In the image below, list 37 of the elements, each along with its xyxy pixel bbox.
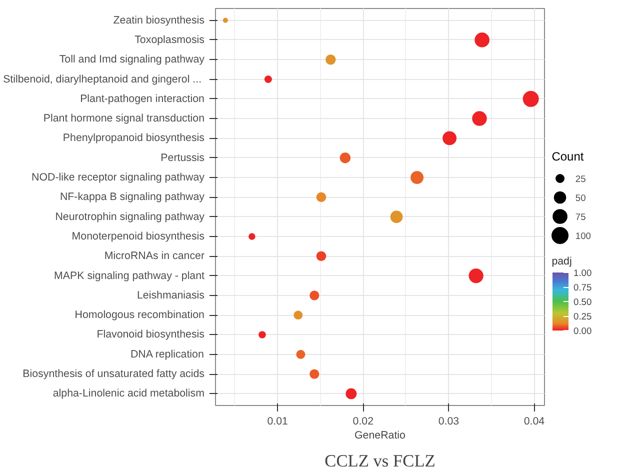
y-tick-label: Zeatin biosynthesis — [113, 14, 204, 26]
legend-title: Count — [552, 150, 584, 164]
color-bar-label: 0.00 — [574, 326, 592, 336]
y-tick-label: Monoterpenoid biosynthesis — [72, 230, 205, 242]
legend-label: 75 — [575, 212, 586, 222]
y-tick-label: Leishmaniasis — [136, 289, 205, 302]
y-tick-label: Toxoplasmosis — [134, 34, 205, 46]
y-tick-label: Toll and Imd signaling pathway — [59, 54, 206, 66]
text: CCLZ vs FCLZ — [324, 452, 436, 470]
y-tick-label: alpha-Linolenic acid metabolism — [52, 388, 205, 400]
color-bar-label: 1.00 — [574, 268, 592, 278]
x-axis-title: GeneRatio — [354, 430, 406, 442]
color-bar-label: 0.25 — [574, 312, 592, 322]
y-tick-label: Biosynthesis of unsaturated fatty acids — [22, 368, 205, 380]
y-tick-label: NF-kappa B signaling pathway — [60, 191, 206, 204]
y-tick-label: Neurotrophin signaling pathway — [55, 210, 206, 223]
x-tick-label: 0.02 — [352, 416, 374, 428]
y-tick-label: Stilbenoid, diarylheptanoid and gingerol ... — [3, 73, 202, 86]
x-tick-label: 0.04 — [524, 416, 545, 428]
y-tick-label: MAPK signaling pathway - plant — [54, 270, 205, 282]
y-tick-label: Homologous recombination — [74, 309, 205, 322]
y-tick-label: NOD-like receptor signaling pathway — [32, 172, 206, 184]
y-tick-label: Flavonoid biosynthesis — [96, 328, 205, 341]
y-tick-label: Phenylpropanoid biosynthesis — [62, 132, 205, 144]
y-tick-label: Pertussis — [160, 152, 205, 164]
y-tick-label: Plant-pathogen interaction — [80, 92, 205, 105]
color-bar-label: 0.50 — [574, 297, 592, 307]
legend-label: 100 — [575, 231, 591, 241]
y-tick-label: MicroRNAs in cancer — [104, 250, 205, 262]
y-tick-label: DNA replication — [130, 348, 204, 360]
y-tick-label: Plant hormone signal transduction — [43, 112, 205, 125]
x-tick-label: 0.01 — [267, 416, 288, 428]
color-bar-label: 0.75 — [574, 282, 592, 292]
x-tick-label: 0.03 — [438, 416, 460, 428]
legend-label: 50 — [575, 193, 586, 203]
color-bar-title: padj — [552, 256, 572, 268]
legend-label: 25 — [575, 174, 586, 184]
